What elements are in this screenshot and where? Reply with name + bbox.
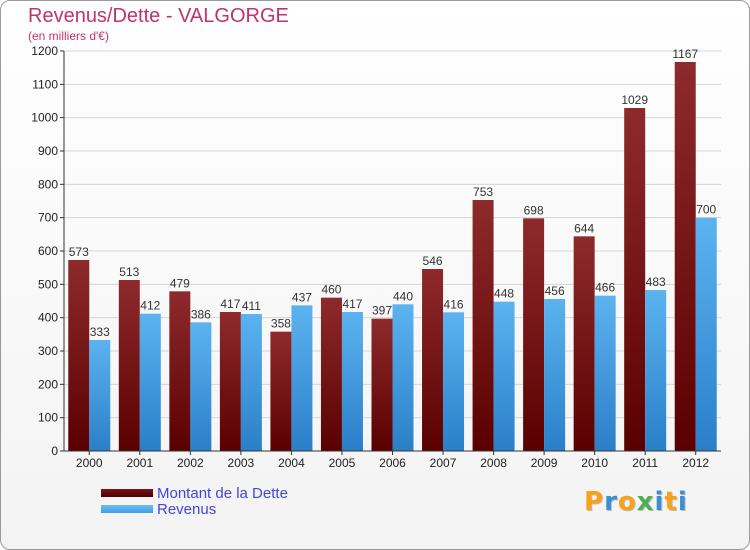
data-label: 437 xyxy=(292,290,312,304)
data-label: 483 xyxy=(646,275,666,289)
logo-letter: i xyxy=(654,487,665,517)
bar-revenus xyxy=(240,314,262,451)
y-tick-label: 800 xyxy=(38,177,58,191)
logo-letter: x xyxy=(636,487,655,517)
bar-dette xyxy=(371,318,393,451)
bar-revenus xyxy=(392,304,414,451)
data-label: 1029 xyxy=(621,93,648,107)
y-tick-label: 300 xyxy=(38,344,58,358)
legend-item-revenus: Revenus xyxy=(101,502,288,518)
data-label: 386 xyxy=(191,307,211,321)
data-label: 644 xyxy=(574,221,594,235)
y-tick-label: 200 xyxy=(38,377,58,391)
data-label: 417 xyxy=(342,297,362,311)
legend: Montant de la Dette Revenus xyxy=(101,486,288,518)
bar-dette xyxy=(320,297,342,451)
data-label: 466 xyxy=(595,281,615,295)
data-label: 753 xyxy=(473,185,493,199)
data-label: 412 xyxy=(140,299,160,313)
x-tick-label: 2008 xyxy=(480,456,507,470)
data-label: 333 xyxy=(90,325,110,339)
bar-revenus xyxy=(594,295,616,451)
proxiti-logo: Proxiti xyxy=(584,487,688,517)
bar-revenus xyxy=(139,313,161,451)
logo-letter: i xyxy=(677,487,688,517)
x-tick-label: 2001 xyxy=(126,456,153,470)
bar-revenus xyxy=(493,301,515,451)
x-tick-label: 2012 xyxy=(682,456,709,470)
bar-dette xyxy=(472,200,494,451)
bar-dette xyxy=(270,331,292,451)
bar-revenus xyxy=(544,299,566,451)
y-tick-label: 0 xyxy=(51,444,58,458)
legend-label-revenus: Revenus xyxy=(157,501,217,518)
bar-revenus xyxy=(341,312,363,451)
x-tick-label: 2011 xyxy=(632,456,658,470)
bar-dette xyxy=(118,280,140,451)
bar-revenus xyxy=(645,290,667,451)
legend-swatch-revenus xyxy=(101,504,153,513)
legend-label-dette: Montant de la Dette xyxy=(157,485,288,502)
bar-dette xyxy=(219,312,241,451)
data-label: 700 xyxy=(696,203,716,217)
data-label: 456 xyxy=(545,284,565,298)
data-label: 546 xyxy=(423,254,443,268)
x-tick-label: 2007 xyxy=(430,456,457,470)
x-tick-label: 2003 xyxy=(228,456,255,470)
data-label: 417 xyxy=(220,297,240,311)
x-tick-label: 2010 xyxy=(581,456,608,470)
bar-dette xyxy=(624,108,646,451)
y-tick-label: 100 xyxy=(38,411,58,425)
x-tick-label: 2009 xyxy=(531,456,558,470)
chart-title: Revenus/Dette - VALGORGE xyxy=(28,5,289,27)
legend-item-dette: Montant de la Dette xyxy=(101,486,288,502)
logo-letter: r xyxy=(604,487,618,517)
data-label: 513 xyxy=(119,265,139,279)
y-tick-label: 900 xyxy=(38,144,58,158)
legend-swatch-dette xyxy=(101,488,153,497)
data-label: 416 xyxy=(444,297,464,311)
bar-dette xyxy=(573,236,595,451)
y-tick-label: 700 xyxy=(38,211,58,225)
data-label: 448 xyxy=(494,287,514,301)
y-tick-label: 400 xyxy=(38,311,58,325)
y-tick-label: 600 xyxy=(38,244,58,258)
data-label: 479 xyxy=(170,276,190,290)
bar-dette xyxy=(523,218,545,451)
x-tick-label: 2006 xyxy=(379,456,406,470)
data-label: 440 xyxy=(393,289,413,303)
bar-dette xyxy=(169,291,191,451)
logo-letter: o xyxy=(617,487,637,517)
data-label: 1167 xyxy=(672,47,698,61)
data-label: 358 xyxy=(271,317,291,331)
data-label: 698 xyxy=(524,203,544,217)
bar-dette xyxy=(68,260,90,451)
bar-revenus xyxy=(695,217,717,451)
logo-letter: P xyxy=(584,487,605,517)
data-label: 573 xyxy=(69,245,89,259)
y-tick-label: 1000 xyxy=(31,111,58,125)
data-label: 460 xyxy=(321,283,341,297)
chart-subtitle: (en milliers d'€) xyxy=(28,29,109,43)
bar-revenus xyxy=(291,305,313,451)
y-tick-label: 1100 xyxy=(32,77,58,91)
data-label: 411 xyxy=(242,299,261,313)
x-tick-label: 2000 xyxy=(76,456,103,470)
y-tick-label: 1200 xyxy=(31,44,58,58)
bar-dette xyxy=(422,269,444,451)
bar-revenus xyxy=(190,322,212,451)
x-tick-label: 2002 xyxy=(177,456,204,470)
x-tick-label: 2005 xyxy=(329,456,356,470)
x-tick-label: 2004 xyxy=(278,456,305,470)
data-label: 397 xyxy=(372,304,392,318)
logo-letter: t xyxy=(664,487,678,517)
y-tick-label: 500 xyxy=(38,277,58,291)
bar-revenus xyxy=(443,312,465,451)
bar-revenus xyxy=(89,340,111,451)
bar-dette xyxy=(674,62,696,451)
